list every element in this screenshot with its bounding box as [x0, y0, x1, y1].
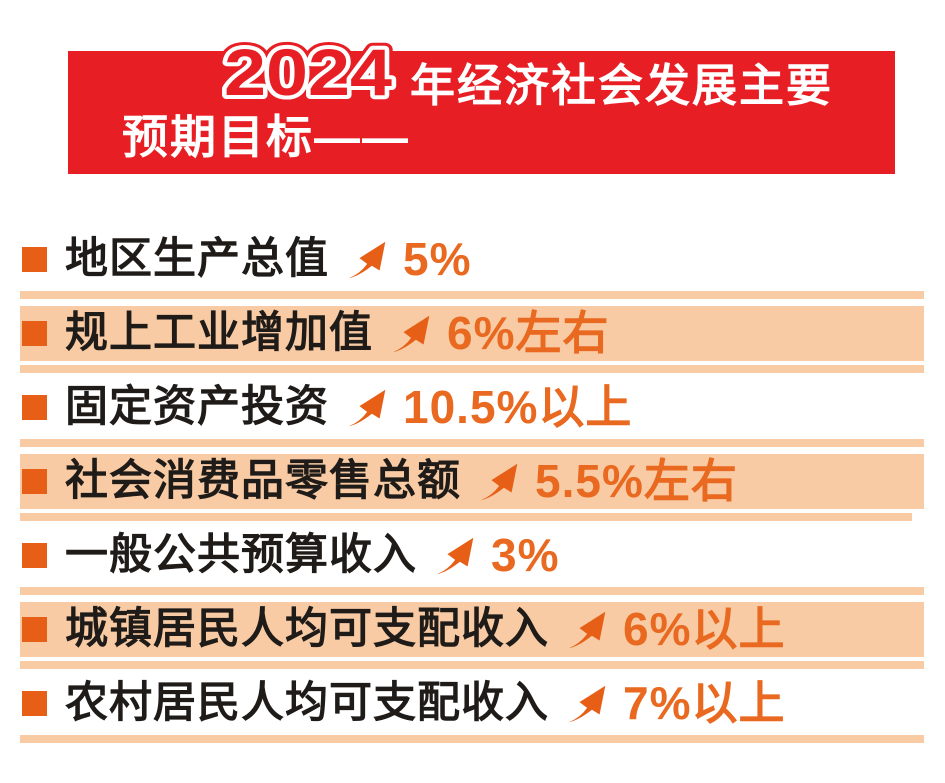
banner-title-line1: 年经济社会发展主要 [410, 60, 834, 111]
row-underline [20, 735, 924, 743]
target-row: 社会消费品零售总额 5.5%左右 [20, 454, 924, 521]
target-label: 城镇居民人均可支配收入 [65, 605, 549, 653]
target-row: 农村居民人均可支配收入 7%以上 [20, 676, 924, 743]
up-arrow-icon [568, 685, 606, 722]
up-arrow-icon [348, 389, 386, 426]
target-row: 地区生产总值 5% [20, 232, 924, 299]
target-value: 5.5%左右 [535, 455, 738, 507]
target-row-band: 地区生产总值 5% [20, 232, 924, 287]
row-underline [20, 365, 924, 373]
target-row: 规上工业增加值 6%左右 [20, 306, 924, 373]
target-label: 地区生产总值 [65, 235, 329, 283]
row-underline [20, 661, 924, 669]
target-row-band: 固定资产投资 10.5%以上 [20, 380, 924, 435]
target-row-band: 规上工业增加值 6%左右 [20, 306, 924, 361]
target-row-band: 一般公共预算收入 3% [20, 528, 924, 583]
target-label: 固定资产投资 [65, 383, 329, 431]
banner-title-line2: 预期目标—— [122, 111, 410, 163]
square-bullet-icon [22, 691, 47, 716]
target-value: 10.5%以上 [403, 381, 633, 433]
square-bullet-icon [22, 321, 47, 346]
target-label: 社会消费品零售总额 [65, 457, 461, 505]
target-label: 规上工业增加值 [65, 309, 373, 357]
target-row-band: 社会消费品零售总额 5.5%左右 [20, 454, 924, 509]
up-arrow-icon [568, 611, 606, 648]
target-row-band: 城镇居民人均可支配收入 6%以上 [20, 602, 924, 657]
square-bullet-icon [22, 247, 47, 272]
square-bullet-icon [22, 395, 47, 420]
year-white-stroke: 2024 [224, 35, 392, 109]
year-outline-text: 2024 2024 2024 [217, 28, 399, 116]
target-label: 一般公共预算收入 [65, 531, 417, 579]
target-value: 6%左右 [447, 307, 610, 359]
up-arrow-icon [348, 241, 386, 278]
target-row-band: 农村居民人均可支配收入 7%以上 [20, 676, 924, 731]
up-arrow-icon [480, 463, 518, 500]
year-outer-stroke: 2024 [224, 35, 392, 109]
target-value: 6%以上 [623, 603, 786, 655]
target-row: 一般公共预算收入 3% [20, 528, 924, 595]
target-value: 7%以上 [623, 677, 786, 729]
targets-list: 地区生产总值 5% 规上工业增加值 6%左右 固定资产投资 10.5%以上 [20, 232, 924, 750]
square-bullet-icon [22, 543, 47, 568]
square-bullet-icon [22, 469, 47, 494]
up-arrow-icon [436, 537, 474, 574]
row-underline [20, 587, 924, 595]
up-arrow-icon [392, 315, 430, 352]
row-underline [20, 513, 912, 521]
header-banner: 2024 2024 2024 年经济社会发展主要 预期目标—— [68, 28, 895, 174]
target-label: 农村居民人均可支配收入 [65, 679, 549, 727]
target-value: 3% [491, 529, 560, 581]
year-fill: 2024 [224, 35, 392, 109]
square-bullet-icon [22, 617, 47, 642]
target-value: 5% [403, 233, 472, 285]
row-underline [20, 291, 924, 299]
row-underline [20, 439, 924, 447]
target-row: 城镇居民人均可支配收入 6%以上 [20, 602, 924, 669]
target-row: 固定资产投资 10.5%以上 [20, 380, 924, 447]
